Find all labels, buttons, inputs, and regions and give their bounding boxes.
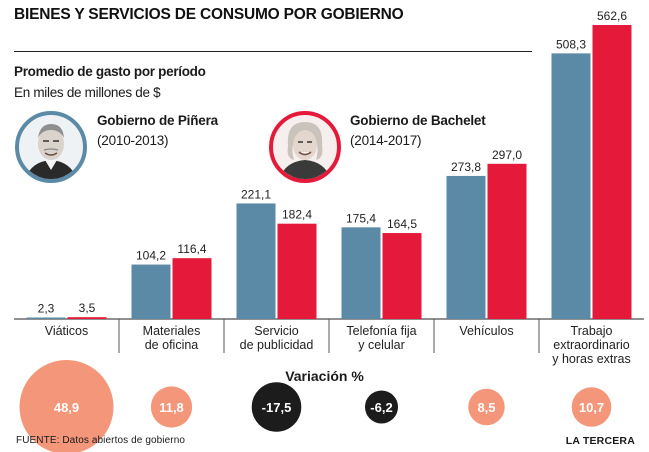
variation-label: -6,2 [370, 400, 392, 415]
bar-value-label: 562,6 [597, 9, 627, 23]
bar-bachelet-3 [382, 233, 422, 319]
bar-value-label: 182,4 [282, 208, 312, 222]
publisher-brand: LA TERCERA [565, 435, 635, 447]
category-label: Materiales de oficina [143, 324, 201, 352]
category-label: Trabajo extraordinario y horas extras [552, 324, 631, 366]
bar-value-label: 221,1 [241, 187, 271, 201]
variation-circle-5 [571, 387, 612, 427]
variation-circle-1 [150, 386, 193, 428]
bar-value-label: 297,0 [492, 148, 522, 162]
variation-title: Variación % [285, 368, 364, 384]
category-label: Telefonía fija y celular [346, 324, 416, 352]
bar-pinera-5 [551, 53, 591, 319]
bar-value-label: 164,5 [387, 217, 417, 231]
variation-circle-0 [19, 360, 114, 452]
bar-bachelet-5 [592, 25, 632, 319]
bar-pinera-3 [341, 227, 381, 319]
chart-subtitle: Promedio de gasto por período [14, 64, 206, 79]
bar-value-label: 104,2 [136, 249, 166, 263]
chart-units: En miles de millones de $ [14, 85, 161, 100]
pinera-portrait [15, 111, 87, 183]
bar-value-label: 3,5 [79, 301, 96, 315]
bar-value-label: 116,4 [177, 242, 206, 256]
bar-bachelet-2 [277, 223, 317, 319]
bachelet-legend-years: (2014-2017) [350, 133, 422, 148]
variation-label: 48,9 [54, 400, 79, 415]
category-label: Vehículos [459, 324, 513, 338]
bar-bachelet-1 [172, 258, 212, 319]
bar-value-label: 273,8 [451, 160, 481, 174]
chart-title: BIENES Y SERVICIOS DE CONSUMO POR GOBIER… [14, 6, 404, 23]
variation-circle-4 [468, 388, 505, 426]
pinera-legend-name: Gobierno de Piñera [97, 113, 218, 128]
title-divider [14, 51, 532, 52]
variation-label: 11,8 [159, 400, 184, 415]
bachelet-legend-name: Gobierno de Bachelet [350, 113, 486, 128]
category-label: Servicio de publicidad [240, 324, 314, 352]
bar-pinera-0 [26, 317, 66, 319]
bar-bachelet-4 [487, 163, 527, 319]
bar-value-label: 175,4 [346, 211, 376, 225]
variation-label: -17,5 [262, 400, 292, 415]
source-note: FUENTE: Datos abiertos de gobierno [16, 435, 186, 446]
pinera-legend-years: (2010-2013) [97, 133, 169, 148]
bar-bachelet-0 [67, 317, 107, 319]
bar-value-label: 508,3 [556, 37, 586, 51]
variation-circle-3 [364, 390, 399, 424]
bar-pinera-1 [131, 264, 171, 319]
bachelet-portrait [269, 111, 341, 183]
category-label: Viáticos [45, 324, 89, 338]
variation-label: 10,7 [579, 400, 604, 415]
variation-label: 8,5 [477, 400, 495, 415]
bar-pinera-2 [236, 203, 276, 319]
bar-pinera-4 [446, 175, 486, 319]
variation-circle-2 [251, 382, 302, 432]
bar-value-label: 2,3 [38, 302, 55, 316]
